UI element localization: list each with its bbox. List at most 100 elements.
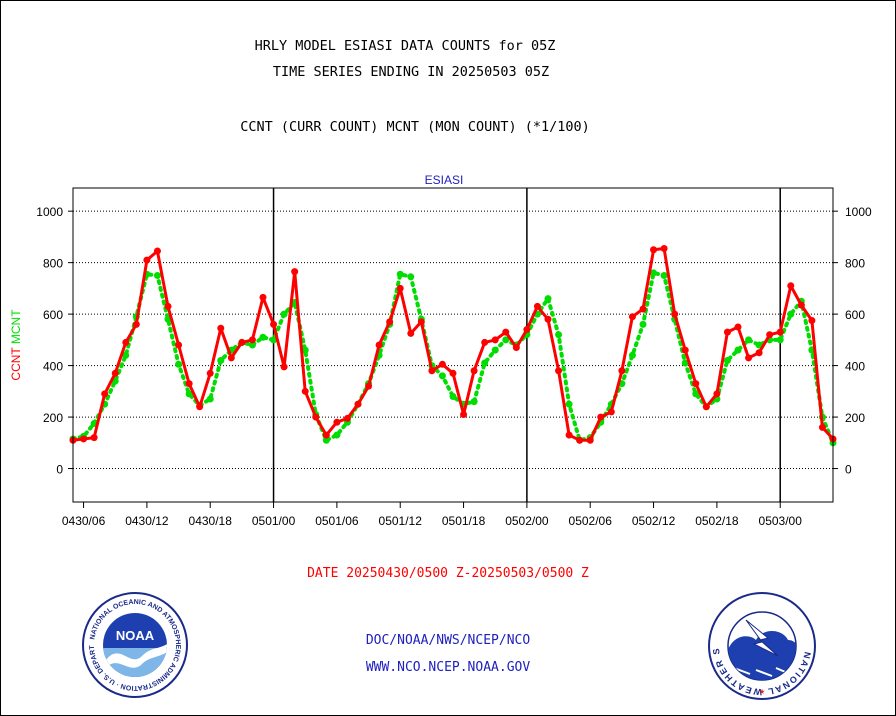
noaa-logo[interactable]: NATIONAL OCEANIC AND ATMOSPHERIC ADMINIS… [80, 590, 190, 700]
data-point-ccnt [576, 436, 584, 444]
data-point-ccnt [523, 326, 531, 334]
data-point-mcnt [787, 310, 795, 318]
data-point-ccnt [650, 246, 658, 254]
data-point-ccnt [628, 313, 636, 321]
data-point-mcnt [470, 398, 478, 406]
data-point-mcnt [153, 272, 161, 280]
time-series-chart: 0 0 200 200 400 400 600 600 800 800 1000 1000 0430/0… [9, 173, 872, 528]
data-point-mcnt [723, 356, 731, 364]
data-point-ccnt [396, 284, 404, 292]
data-point-ccnt [776, 328, 784, 336]
x-tick-label: 0501/12 [379, 514, 423, 528]
data-point-ccnt [143, 256, 151, 264]
grid-lines [73, 188, 833, 502]
data-point-mcnt [122, 351, 130, 359]
data-point-ccnt [734, 323, 742, 331]
data-point-ccnt [122, 338, 130, 346]
data-point-ccnt [544, 315, 552, 323]
data-point-ccnt [375, 341, 383, 349]
data-point-ccnt [660, 244, 668, 252]
x-tick-label: 0430/06 [62, 514, 106, 528]
data-point-mcnt [639, 320, 647, 328]
data-point-ccnt [671, 310, 679, 318]
data-point-ccnt [681, 346, 689, 354]
nws-logo[interactable]: NATIONAL WEATHER SERVICE ★ [706, 590, 818, 702]
data-point-ccnt [723, 328, 731, 336]
data-point-ccnt [808, 317, 816, 325]
data-point-ccnt [291, 268, 299, 276]
data-point-mcnt [396, 270, 404, 278]
data-point-ccnt [343, 414, 351, 422]
data-point-ccnt [438, 360, 446, 368]
data-point-mcnt [259, 333, 267, 341]
data-point-ccnt [565, 431, 573, 439]
y-tick-label-left: 600 [43, 308, 63, 322]
x-tick-label: 0501/00 [252, 514, 296, 528]
data-point-ccnt [502, 328, 510, 336]
panel-title: ESIASI [425, 173, 464, 187]
nws-star-icon: ★ [759, 686, 765, 697]
data-point-ccnt [153, 247, 161, 255]
x-tick-label: 0502/06 [569, 514, 613, 528]
data-point-ccnt [745, 354, 753, 362]
data-point-mcnt [734, 346, 742, 354]
data-point-ccnt [259, 293, 267, 301]
data-point-ccnt [333, 418, 341, 426]
data-point-ccnt [818, 423, 826, 431]
y-tick-label-left: 400 [43, 360, 63, 374]
x-tick-label: 0502/12 [632, 514, 676, 528]
x-tick-label: 0503/00 [759, 514, 803, 528]
data-point-mcnt [481, 359, 489, 367]
data-point-ccnt [90, 434, 98, 442]
data-point-mcnt [692, 390, 700, 398]
data-point-ccnt [354, 400, 362, 408]
data-point-ccnt [607, 408, 615, 416]
data-point-mcnt [248, 341, 256, 349]
data-point-ccnt [196, 403, 204, 411]
data-point-mcnt [449, 392, 457, 400]
data-point-ccnt [312, 413, 320, 421]
y-tick-label-left: 800 [43, 257, 63, 271]
data-point-mcnt [502, 336, 510, 344]
y-tick-label-left: 1000 [36, 205, 63, 219]
y-tick-label-left: 0 [56, 463, 63, 477]
data-point-ccnt [512, 344, 520, 352]
data-point-ccnt [101, 390, 109, 398]
data-point-mcnt [555, 331, 563, 339]
data-point-mcnt [745, 336, 753, 344]
data-point-ccnt [692, 380, 700, 388]
data-point-ccnt [217, 324, 225, 332]
data-point-ccnt [597, 413, 605, 421]
date-range-label: DATE 20250430/0500 Z-20250503/0500 Z [307, 566, 589, 581]
data-point-mcnt [280, 310, 288, 318]
data-point-ccnt [713, 390, 721, 398]
data-point-ccnt [470, 367, 478, 375]
series-layer [69, 244, 837, 447]
data-point-ccnt [481, 338, 489, 346]
data-point-mcnt [628, 351, 636, 359]
data-point-mcnt [776, 336, 784, 344]
y-tick-label-right: 1000 [845, 205, 872, 219]
y-axis-label: CCNT MCNT [9, 309, 23, 381]
data-point-ccnt [460, 410, 468, 418]
data-point-ccnt [227, 354, 235, 362]
data-point-ccnt [555, 367, 563, 375]
data-point-ccnt [175, 341, 183, 349]
data-point-ccnt [797, 301, 805, 309]
data-point-ccnt [80, 435, 88, 443]
data-point-ccnt [702, 403, 710, 411]
data-point-mcnt [217, 356, 225, 364]
y-label-ccnt: CCNT [9, 344, 23, 380]
data-point-ccnt [164, 302, 172, 310]
data-point-mcnt [438, 372, 446, 380]
data-point-ccnt [248, 336, 256, 344]
website-link[interactable]: WWW.NCO.NCEP.NOAA.GOV [365, 660, 531, 675]
y-tick-label-left: 200 [43, 411, 63, 425]
plot-border [72, 187, 834, 503]
x-tick-label: 0430/18 [189, 514, 233, 528]
data-point-mcnt [175, 360, 183, 368]
chart-title-line2: TIME SERIES ENDING IN 20250503 05Z [272, 64, 550, 80]
data-point-ccnt [185, 380, 193, 388]
org-link[interactable]: DOC/NOAA/NWS/NCEP/NCO [365, 633, 531, 648]
y-tick-label-right: 600 [845, 308, 865, 322]
